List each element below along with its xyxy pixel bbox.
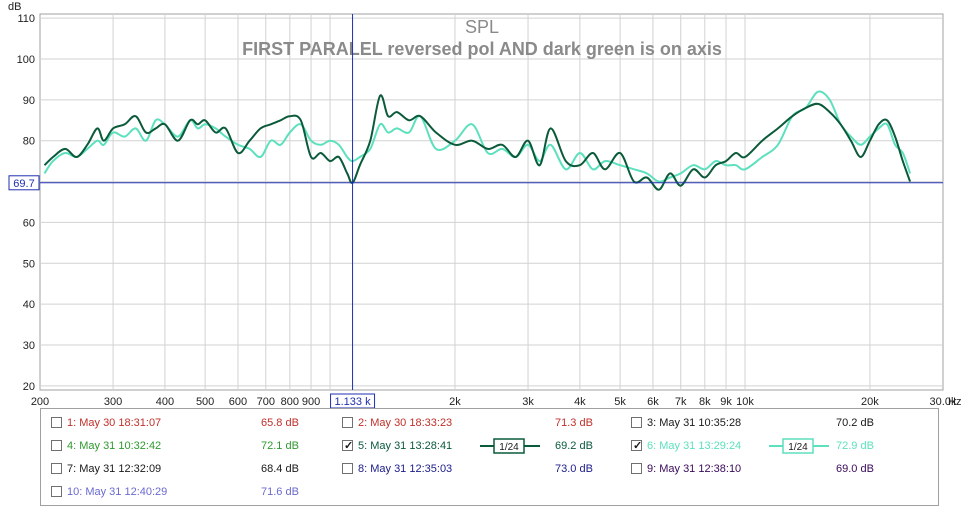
x-tick-label: 9k (720, 396, 732, 408)
x-tick-label: 8k (699, 396, 711, 408)
chart-title: SPL (465, 17, 499, 37)
x-tick-label: 10k (736, 396, 754, 408)
legend-label: 2: May 30 18:33:23 (358, 417, 453, 429)
legend-label: 9: May 31 12:38:10 (647, 463, 742, 475)
spl-chart: 2030405060708090100110200300400500600700… (8, 1, 961, 409)
legend-value: 70.2 dB (836, 417, 874, 429)
x-tick-label: 800 (281, 396, 299, 408)
cursor-y-label: 69.7 (13, 178, 34, 190)
x-tick-label: 200 (31, 396, 49, 408)
legend-item: 7: May 31 12:32:09 68.4 dB (51, 460, 331, 478)
smoothing-badge: 1/24 (480, 438, 540, 454)
legend-checkbox[interactable] (51, 440, 62, 451)
legend-checkbox[interactable] (342, 463, 353, 474)
legend-value: 72.9 dB (836, 440, 874, 452)
y-tick-label: 100 (17, 54, 35, 66)
smoothing-badge: 1/24 (769, 438, 829, 454)
legend-checkbox[interactable] (51, 417, 62, 428)
x-tick-label: 3k (522, 396, 534, 408)
legend-checkbox[interactable] (51, 463, 62, 474)
legend-item: ✓ 6: May 31 13:29:24 1/24 72.9 dB (631, 437, 911, 455)
x-tick-label: 900 (302, 396, 320, 408)
y-tick-label: 20 (23, 381, 35, 393)
legend-item: 1: May 30 18:31:07 65.8 dB (51, 414, 331, 432)
x-tick-label: 700 (257, 396, 275, 408)
series-line (43, 94, 912, 191)
legend-checkbox[interactable] (631, 417, 642, 428)
x-tick-label: 20k (861, 396, 879, 408)
legend-label: 8: May 31 12:35:03 (358, 463, 453, 475)
legend-item: 3: May 31 10:35:28 70.2 dB (631, 414, 911, 432)
y-tick-label: 60 (23, 217, 35, 229)
x-tick-label: 4k (574, 396, 586, 408)
legend-checkbox[interactable] (51, 486, 62, 497)
legend-value: 69.2 dB (555, 440, 593, 452)
legend-item: 4: May 31 10:32:42 72.1 dB (51, 437, 331, 455)
x-tick-label: 7k (675, 396, 687, 408)
chart-subtitle: FIRST PARALEL reversed pol AND dark gree… (242, 39, 722, 59)
legend-checkbox[interactable]: ✓ (631, 440, 642, 452)
legend-checkbox[interactable] (631, 463, 642, 474)
x-tick-label: 400 (156, 396, 174, 408)
x-tick-label: 2k (449, 396, 461, 408)
cursor-x-label: 1.133 k (335, 396, 372, 408)
plot-area (39, 13, 944, 391)
legend-item: 9: May 31 12:38:10 69.0 dB (631, 460, 911, 478)
y-tick-label: 80 (23, 136, 35, 148)
legend-label: 6: May 31 13:29:24 (647, 440, 742, 452)
legend-label: 1: May 30 18:31:07 (67, 417, 162, 429)
measurement-legend: 1: May 30 18:31:07 65.8 dB 2: May 30 18:33… (40, 408, 939, 506)
y-tick-label: 110 (17, 13, 35, 25)
legend-item: ✓ 5: May 31 13:28:41 1/24 69.2 dB (342, 437, 622, 455)
legend-label: 3: May 31 10:35:28 (647, 417, 742, 429)
legend-checkbox[interactable] (342, 417, 353, 428)
legend-value: 71.3 dB (555, 417, 593, 429)
x-tick-label: 500 (196, 396, 214, 408)
legend-label: 7: May 31 12:32:09 (67, 463, 162, 475)
x-tick-label: 6k (647, 396, 659, 408)
legend-label: 5: May 31 13:28:41 (358, 440, 453, 452)
cursor-y-box (8, 175, 40, 191)
x-tick-label: 300 (104, 396, 122, 408)
series-line (43, 90, 912, 183)
checkmark-icon: ✓ (344, 440, 354, 452)
legend-value: 71.6 dB (261, 486, 299, 498)
checkmark-icon: ✓ (633, 440, 643, 452)
legend-label: 4: May 31 10:32:42 (67, 440, 162, 452)
x-tick-label: 600 (229, 396, 247, 408)
x-axis-unit: Hz (948, 396, 961, 408)
y-tick-label: 30 (23, 340, 35, 352)
legend-value: 65.8 dB (261, 417, 299, 429)
smoothing-label: 1/24 (788, 442, 808, 453)
x-tick-label: 30.0k (930, 396, 957, 408)
legend-item: 2: May 30 18:33:23 71.3 dB (342, 414, 622, 432)
y-tick-label: 90 (23, 95, 35, 107)
y-tick-label: 50 (23, 258, 35, 270)
smoothing-label: 1/24 (499, 442, 519, 453)
legend-item: 8: May 31 12:35:03 73.0 dB (342, 460, 622, 478)
legend-checkbox[interactable]: ✓ (342, 440, 353, 452)
legend-value: 68.4 dB (261, 463, 299, 475)
legend-value: 69.0 dB (836, 463, 874, 475)
legend-value: 72.1 dB (261, 440, 299, 452)
x-tick-label: 5k (614, 396, 626, 408)
legend-item: 10: May 31 12:40:29 71.6 dB (51, 483, 331, 501)
legend-value: 73.0 dB (555, 463, 593, 475)
y-axis-unit: dB (8, 1, 21, 13)
y-tick-label: 40 (23, 299, 35, 311)
legend-label: 10: May 31 12:40:29 (67, 486, 168, 498)
